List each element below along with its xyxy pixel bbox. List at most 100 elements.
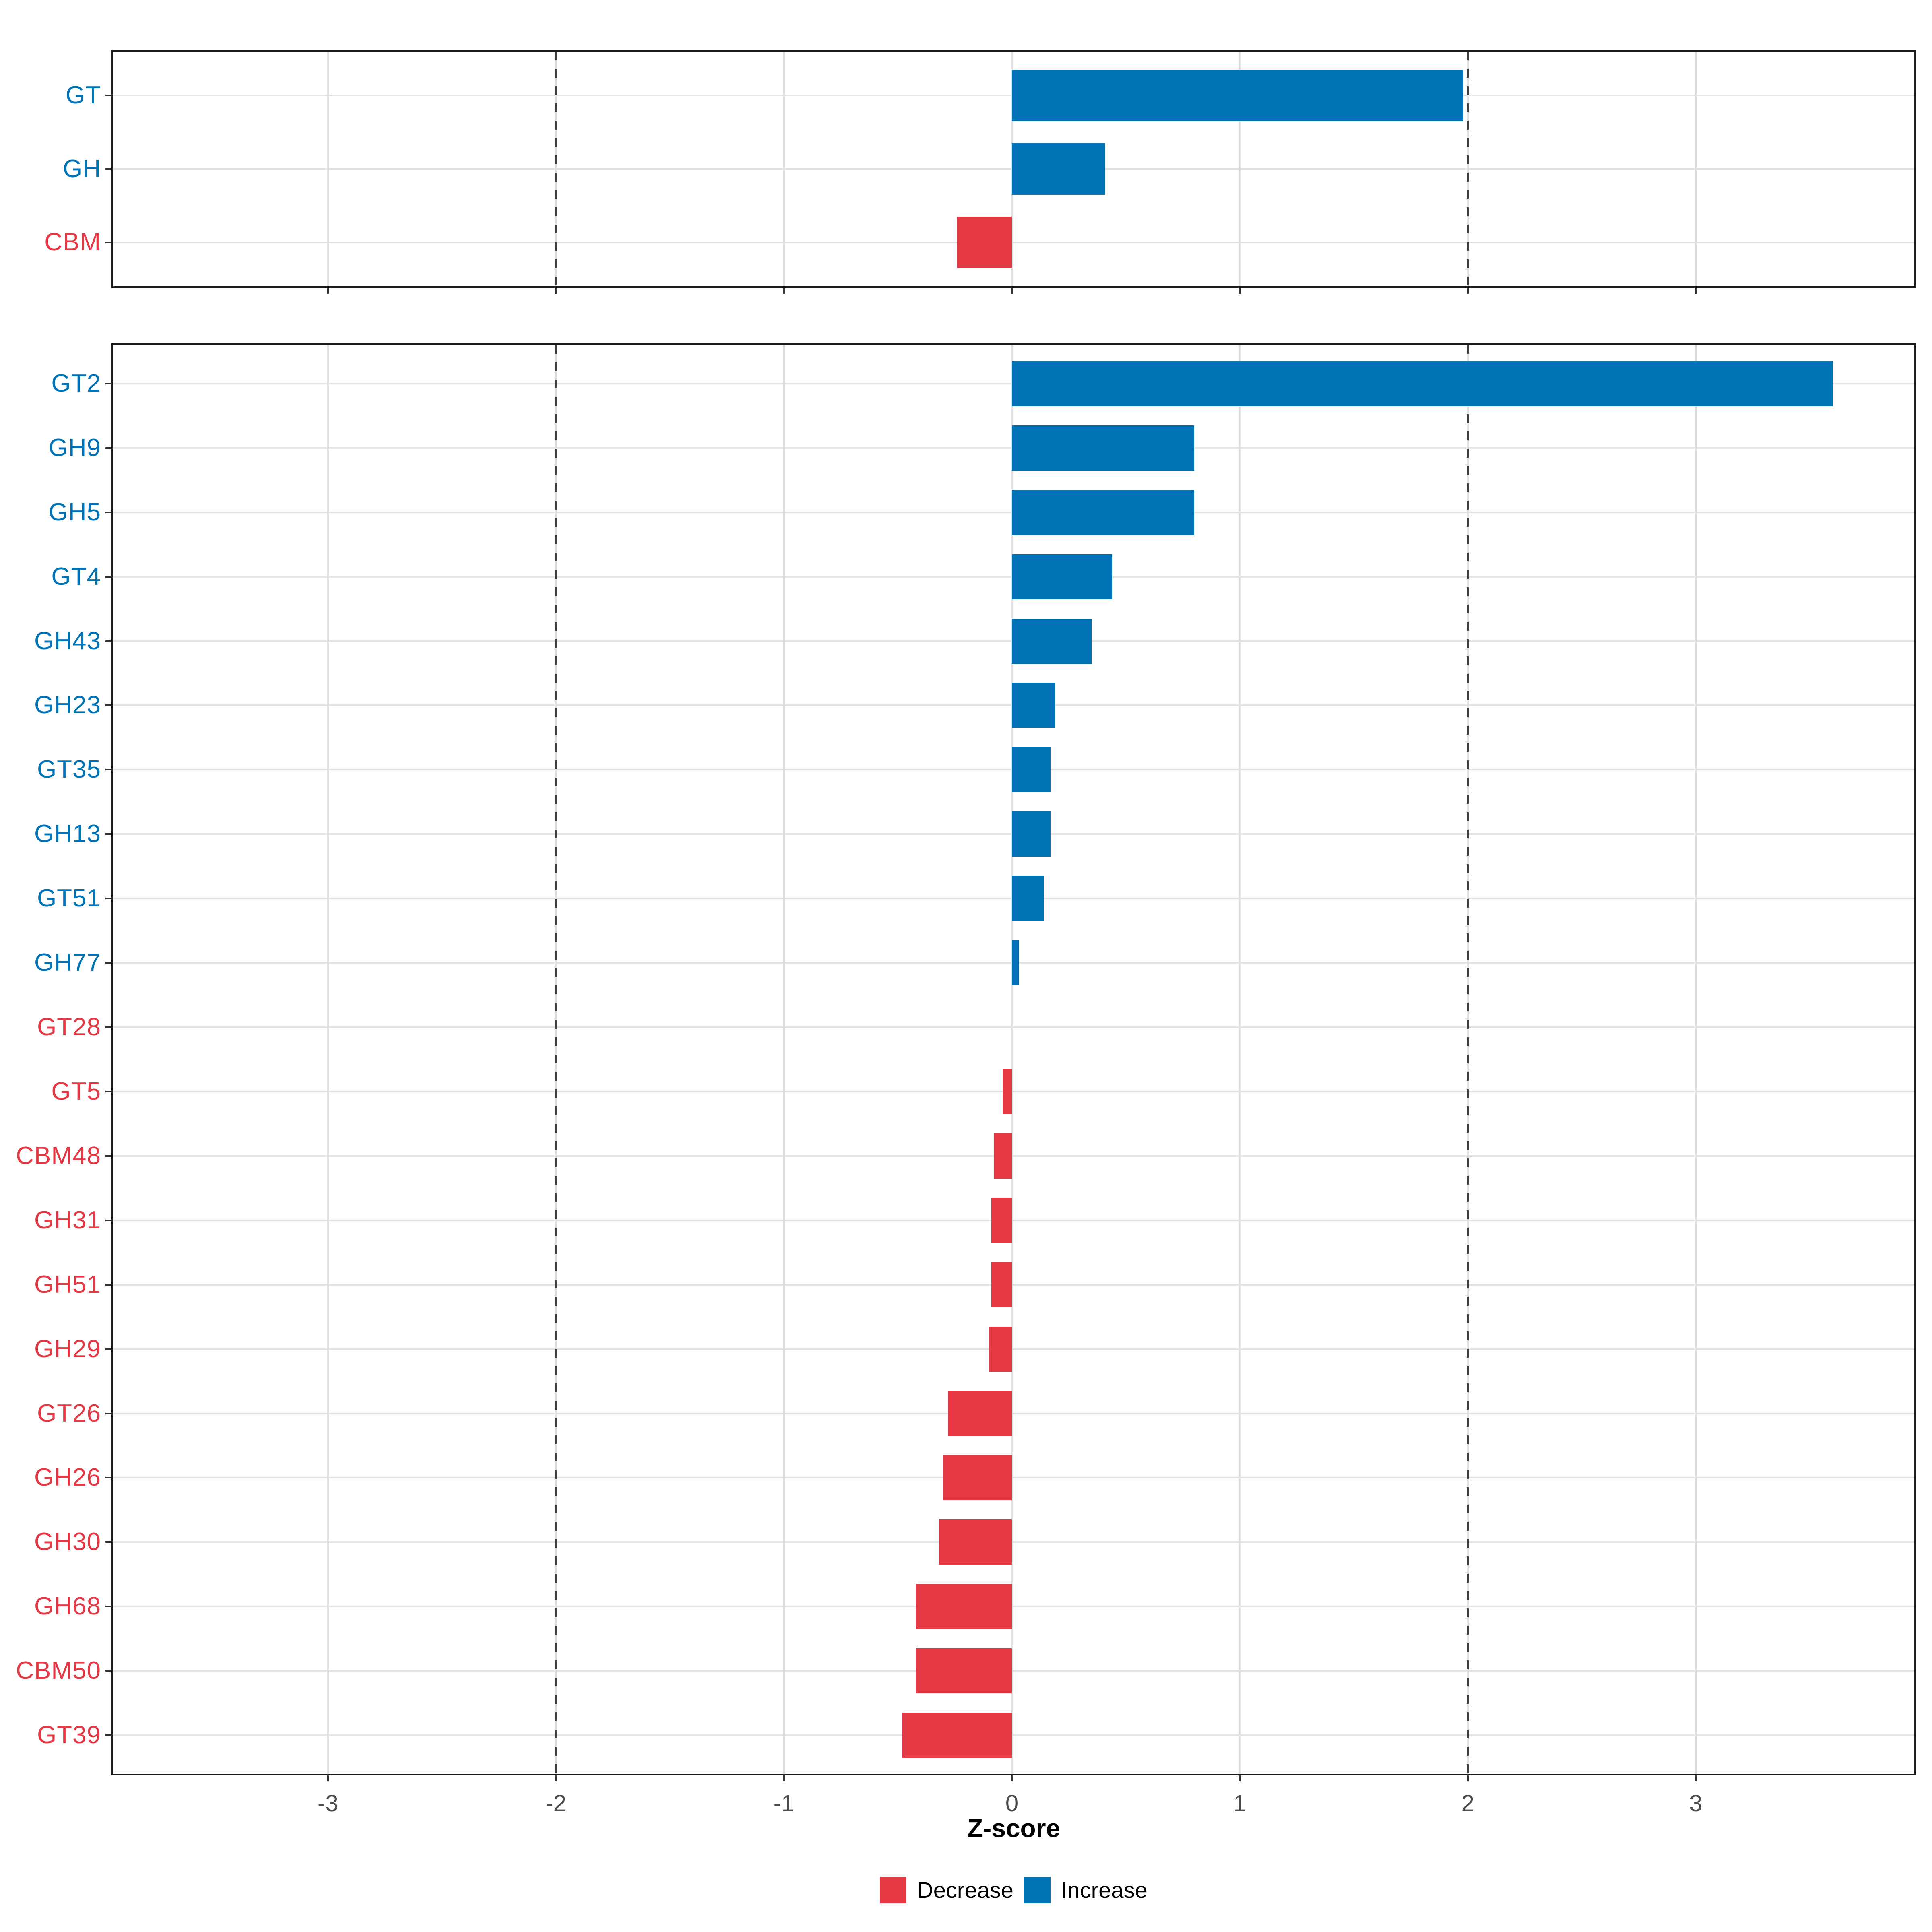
y-axis-label-GH31: GH31	[34, 1206, 101, 1234]
x-tick--2	[555, 288, 557, 294]
dashed-reference-line-x2	[1467, 345, 1469, 1774]
y-tick-GH	[105, 168, 111, 170]
gridline-x-3	[327, 345, 329, 1774]
y-tick-GH30	[105, 1541, 111, 1543]
gridline-row	[113, 1090, 1914, 1092]
gridline-row	[113, 1670, 1914, 1672]
bar-GH13	[1012, 811, 1051, 857]
gridline-row	[113, 1155, 1914, 1157]
y-tick-GH68	[105, 1606, 111, 1608]
bar-GT51	[1012, 876, 1044, 921]
bar-GT39	[902, 1713, 1012, 1758]
y-tick-GH5	[105, 511, 111, 513]
x-tick--1	[783, 288, 785, 294]
y-tick-GT5	[105, 1090, 111, 1092]
bar-CBM	[957, 216, 1012, 268]
y-axis-label-GH77: GH77	[34, 949, 101, 977]
y-axis-label-CBM50: CBM50	[16, 1657, 101, 1685]
dashed-reference-line-x2	[1467, 52, 1469, 286]
x-tick-label-2: 2	[1461, 1790, 1474, 1816]
x-tick--2	[555, 1775, 557, 1781]
x-tick--3	[327, 288, 329, 294]
y-tick-GH31	[105, 1219, 111, 1221]
bar-GH5	[1012, 489, 1195, 535]
bar-GH	[1012, 143, 1106, 195]
y-axis-label-CBM: CBM	[44, 228, 101, 256]
bar-CBM50	[916, 1648, 1012, 1694]
bar-GT2	[1012, 361, 1833, 406]
x-tick--1	[783, 1775, 785, 1781]
y-axis-label-GT: GT	[65, 81, 101, 109]
y-tick-GT51	[105, 898, 111, 900]
dashed-reference-line-x-2	[555, 52, 557, 286]
y-axis-label-CBM48: CBM48	[16, 1141, 101, 1170]
bar-GH23	[1012, 683, 1055, 728]
gridline-row	[113, 1734, 1914, 1736]
x-tick-3	[1695, 288, 1697, 294]
bar-GT35	[1012, 747, 1051, 793]
legend-swatch-increase	[1024, 1877, 1051, 1903]
y-axis-label-GH23: GH23	[34, 691, 101, 719]
legend: Decrease Increase	[111, 1876, 1916, 1905]
y-axis-label-GH13: GH13	[34, 820, 101, 848]
y-axis-label-GT2: GT2	[51, 369, 101, 397]
y-tick-GH13	[105, 833, 111, 835]
y-tick-GH23	[105, 704, 111, 706]
y-axis-label-GT51: GT51	[37, 884, 101, 912]
bar-CBM48	[993, 1133, 1012, 1179]
legend-swatch-decrease	[880, 1877, 907, 1903]
bar-GH31	[991, 1197, 1012, 1243]
gridline-row	[113, 1348, 1914, 1350]
y-tick-GT28	[105, 1026, 111, 1028]
y-axis-label-GH9: GH9	[48, 433, 101, 462]
y-axis-label-GH43: GH43	[34, 627, 101, 655]
gridline-x1	[1239, 345, 1241, 1774]
y-axis-label-GT39: GT39	[37, 1721, 101, 1749]
plot-panel-cazyme-classes	[111, 50, 1916, 288]
y-axis-label-GT35: GT35	[37, 755, 101, 784]
x-axis-title: Z-score	[967, 1814, 1061, 1843]
y-tick-GT	[105, 95, 111, 97]
gridline-row	[113, 1477, 1914, 1479]
bar-GH68	[916, 1584, 1012, 1629]
x-tick-2	[1467, 288, 1469, 294]
x-tick-1	[1239, 288, 1241, 294]
y-tick-GH26	[105, 1477, 111, 1479]
y-tick-GH29	[105, 1348, 111, 1350]
y-tick-GT39	[105, 1734, 111, 1736]
y-axis-label-GT26: GT26	[37, 1399, 101, 1427]
bar-GH29	[989, 1326, 1012, 1372]
plot-panel-cazyme-families	[111, 343, 1916, 1775]
dashed-reference-line-x-2	[555, 345, 557, 1774]
x-tick-0	[1011, 288, 1013, 294]
bar-GH30	[939, 1519, 1012, 1565]
y-axis-label-GT5: GT5	[51, 1077, 101, 1105]
gridline-x-1	[783, 345, 785, 1774]
bar-GH9	[1012, 425, 1195, 471]
gridline-row	[113, 1219, 1914, 1221]
gridline-row	[113, 1541, 1914, 1543]
bar-GT	[1012, 70, 1463, 122]
y-axis-label-GH5: GH5	[48, 498, 101, 526]
bar-GH51	[991, 1262, 1012, 1307]
bar-GT4	[1012, 554, 1113, 599]
gridline-x3	[1695, 345, 1697, 1774]
legend-label-decrease: Decrease	[917, 1877, 1013, 1903]
y-axis-label-GT4: GT4	[51, 562, 101, 590]
x-tick-label-3: 3	[1689, 1790, 1703, 1816]
bar-GT26	[948, 1391, 1012, 1436]
y-tick-CBM50	[105, 1670, 111, 1672]
gridline-row	[113, 1026, 1914, 1028]
legend-label-increase: Increase	[1061, 1877, 1148, 1903]
y-tick-CBM48	[105, 1155, 111, 1157]
y-tick-CBM	[105, 241, 111, 243]
gridline-x0	[1011, 345, 1013, 1774]
y-tick-GT26	[105, 1412, 111, 1414]
x-tick-label-0: 0	[1005, 1790, 1019, 1816]
y-axis-label-GH26: GH26	[34, 1463, 101, 1492]
y-axis-label-GH51: GH51	[34, 1270, 101, 1298]
x-tick-1	[1239, 1775, 1241, 1781]
x-tick--3	[327, 1775, 329, 1781]
y-axis-label-GH30: GH30	[34, 1528, 101, 1556]
